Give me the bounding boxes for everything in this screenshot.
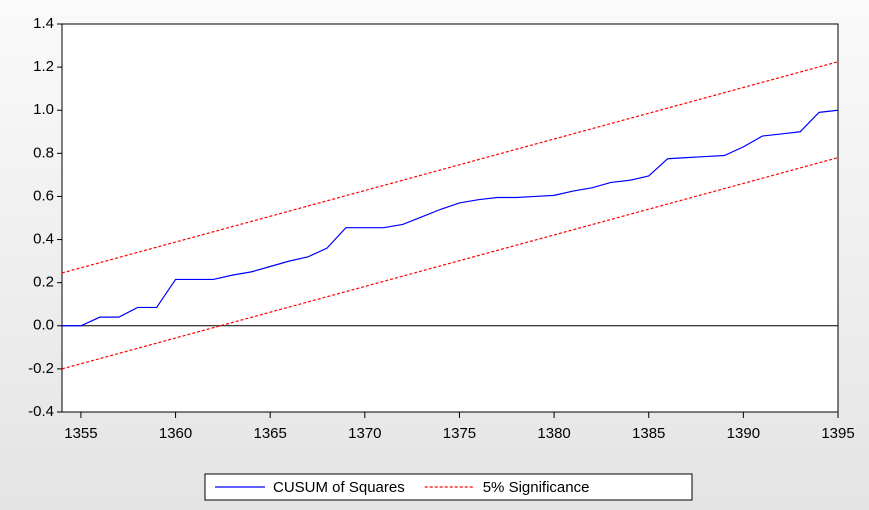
plot-area [61,23,839,413]
legend-label: CUSUM of Squares [273,479,405,496]
series-line [61,61,839,274]
y-tick-label: 0.4 [33,231,54,248]
x-tick-label: 1380 [537,425,570,442]
x-tick-label: 1375 [443,425,476,442]
y-tick-label: 1.4 [33,15,54,32]
y-tick-label: 0.8 [33,144,54,161]
legend-box [204,473,693,501]
series-line [62,109,839,327]
x-tick-label: 1390 [727,425,760,442]
y-tick-label: 0.0 [33,317,54,334]
series-line [61,157,839,370]
y-tick-label: -0.4 [28,403,54,420]
x-tick-label: 1355 [64,425,97,442]
y-tick-label: 0.6 [33,187,54,204]
y-tick-label: 1.2 [33,58,54,75]
x-tick-label: 1395 [821,425,854,442]
y-tick-label: 1.0 [33,101,54,118]
y-tick-label: 0.2 [33,274,54,291]
x-tick-label: 1385 [632,425,665,442]
y-tick-label: -0.2 [28,360,54,377]
x-tick-label: 1360 [159,425,192,442]
x-tick-label: 1365 [254,425,287,442]
x-tick-label: 1370 [348,425,381,442]
legend-label: 5% Significance [483,479,590,496]
